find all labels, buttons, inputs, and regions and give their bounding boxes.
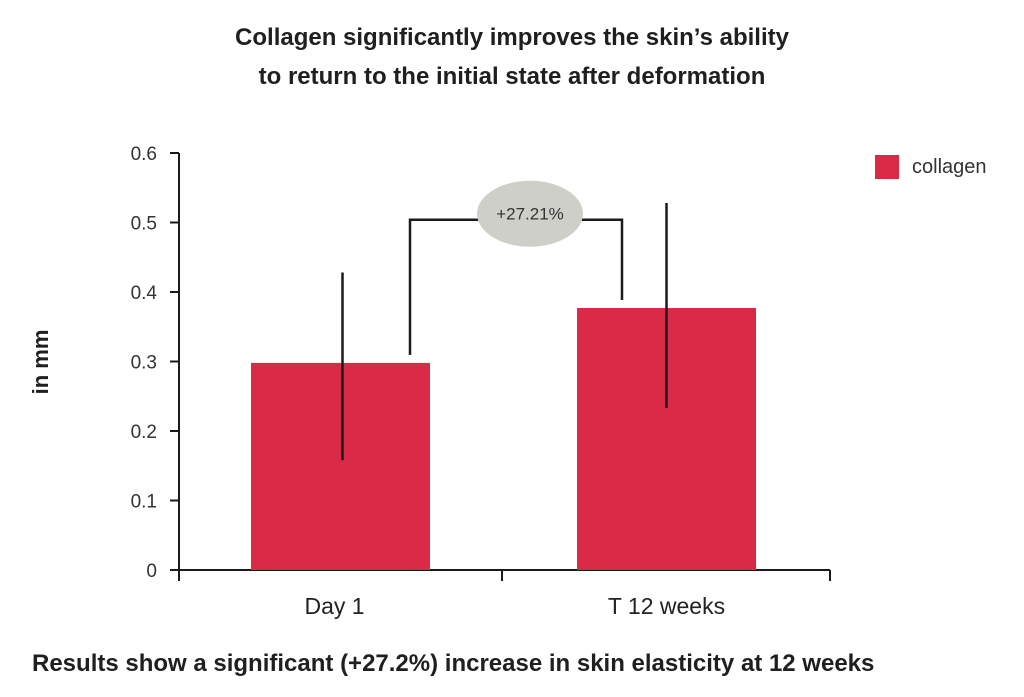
- results-caption: Results show a significant (+27.2%) incr…: [32, 650, 875, 677]
- chart-title-line-1: Collagen significantly improves the skin…: [235, 24, 789, 51]
- chart-axes: 0 0.1 0.2 0.3 0.4 0.5 0.6 Day 1 T 12 weeks: [131, 144, 831, 619]
- chart-title-line-2: to return to the initial state after def…: [258, 63, 766, 90]
- error-bars-group: [341, 203, 668, 461]
- y-tick-label: 0.5: [131, 214, 157, 235]
- bars-group: [251, 307, 756, 570]
- y-tick-label: 0.3: [131, 353, 157, 374]
- y-tick-label: 0.6: [131, 144, 157, 165]
- annotation-group: +27.21%: [408, 180, 624, 355]
- y-tick-label: 0.1: [131, 492, 157, 513]
- legend-swatch: [875, 155, 899, 179]
- bar: [251, 362, 430, 570]
- y-tick-label: 0.4: [131, 283, 158, 304]
- annotation-bubble: [477, 180, 583, 247]
- legend-label: collagen: [912, 156, 987, 178]
- annotation-label: +27.21%: [496, 205, 564, 224]
- y-axis-label: in mm: [28, 330, 53, 395]
- y-tick-label: 0: [146, 561, 157, 582]
- x-tick-label: T 12 weeks: [608, 593, 725, 619]
- y-tick-label: 0.2: [131, 422, 157, 443]
- x-tick-label: Day 1: [304, 593, 364, 619]
- chart-title: Collagen significantly improves the skin…: [0, 18, 1024, 96]
- legend: collagen: [875, 155, 987, 179]
